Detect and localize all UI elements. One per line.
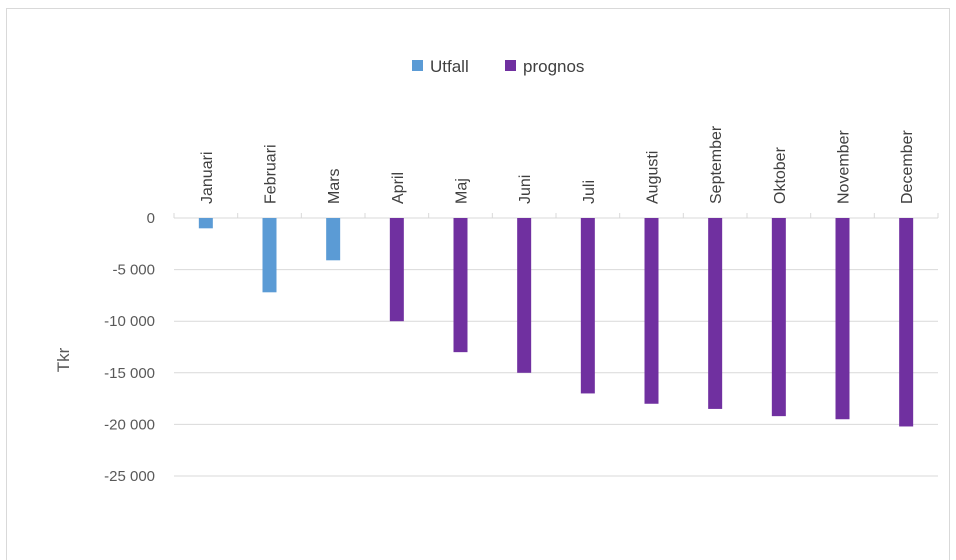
category-label: Maj	[454, 178, 471, 204]
y-tick-label: -5 000	[112, 262, 155, 279]
category-label: Januari	[199, 152, 216, 204]
legend-label-utfall: Utfall	[430, 57, 469, 76]
category-label: Juli	[581, 180, 598, 204]
bar-prognos-augusti	[644, 218, 659, 404]
category-labels: Januari Februari Mars April Maj Juni Juli Augus…	[199, 125, 916, 204]
category-label: Mars	[326, 168, 343, 204]
category-label: Februari	[263, 144, 280, 204]
bar-utfall-februari	[262, 218, 277, 293]
bar-prognos-december	[899, 218, 914, 427]
bar-utfall-januari	[198, 218, 213, 229]
category-label: November	[836, 130, 853, 204]
category-label: December	[899, 130, 916, 204]
y-tick-label: -10 000	[104, 313, 155, 330]
chart-frame	[6, 8, 950, 560]
legend: Utfall prognos	[412, 57, 584, 76]
y-axis-label: Tkr	[54, 347, 73, 372]
bar-prognos-april	[389, 218, 404, 322]
category-label: Oktober	[772, 146, 789, 204]
bar-prognos-oktober	[771, 218, 786, 417]
legend-swatch-prognos	[505, 60, 516, 71]
y-tick-label: -25 000	[104, 468, 155, 485]
y-tick-label: 0	[147, 210, 155, 227]
bar-prognos-juni	[517, 218, 532, 373]
category-label: Juni	[517, 175, 534, 204]
bar-prognos-juli	[580, 218, 595, 394]
bar-utfall-mars	[326, 218, 341, 261]
gridlines	[173, 213, 939, 477]
category-label: Augusti	[645, 151, 662, 204]
legend-swatch-utfall	[412, 60, 423, 71]
category-label: April	[390, 172, 407, 204]
category-label: September	[708, 125, 725, 204]
legend-label-prognos: prognos	[523, 57, 584, 76]
y-tick-label: -15 000	[104, 365, 155, 382]
bar-prognos-september	[708, 218, 723, 409]
bar-prognos-november	[835, 218, 850, 420]
bar-prognos-maj	[453, 218, 468, 353]
y-tick-label: -20 000	[104, 416, 155, 433]
y-axis-ticks: 0 -5 000 -10 000 -15 000 -20 000 -25 000	[104, 210, 155, 485]
bars	[198, 218, 914, 427]
